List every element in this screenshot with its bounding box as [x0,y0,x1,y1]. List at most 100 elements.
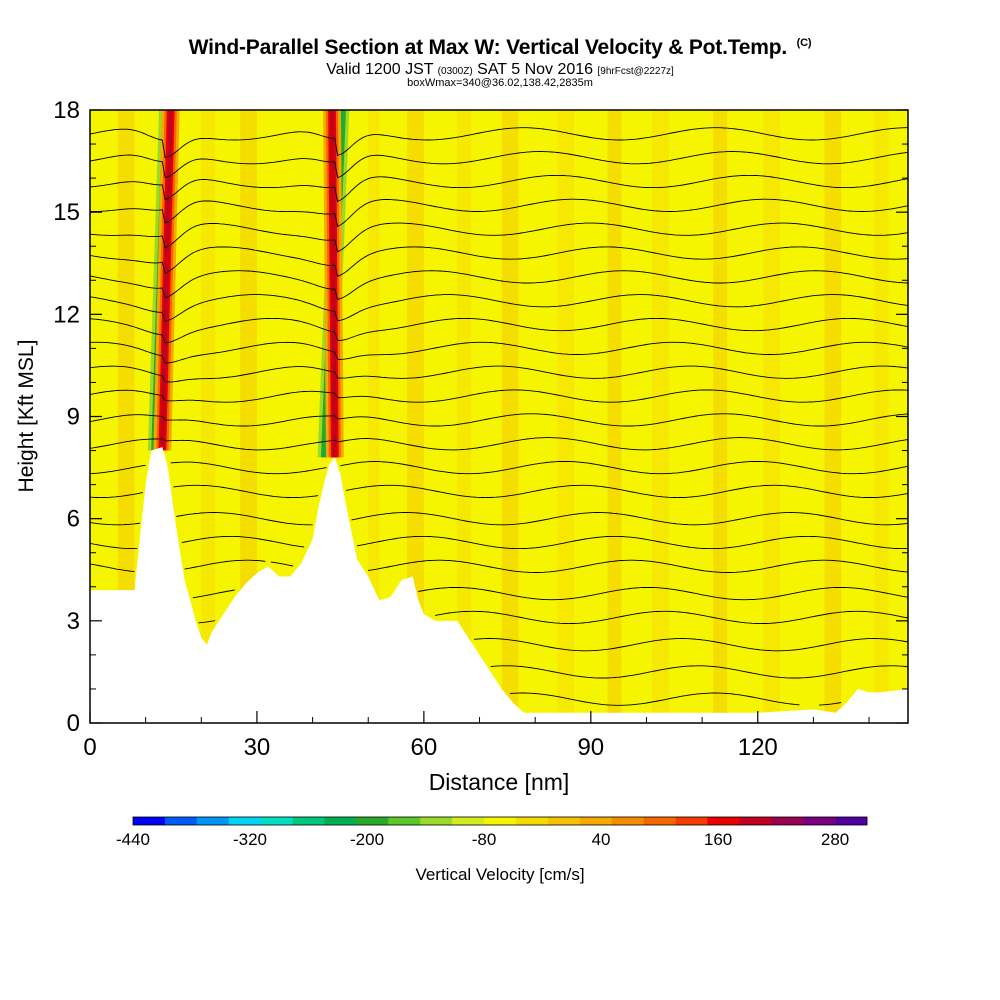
colorbar-swatch [803,817,836,825]
weak-updraft-stripe [713,110,728,723]
colorbar-swatch [611,817,644,825]
copyright-mark: (C) [796,37,812,49]
weak-updraft-stripe [557,110,575,723]
isentrope-contour [90,512,908,526]
colorbar-swatch [420,817,453,825]
colorbar-swatch [388,817,421,825]
y-tick-label: 15 [53,199,80,226]
forecast-info: [9hrFcst@2227z] [597,66,674,77]
x-tick-label: 90 [577,734,604,761]
colorbar-swatch [196,817,230,825]
isentrope-contour [90,127,908,159]
colorbar-tick-label: -440 [116,830,150,849]
colorbar-swatch [164,817,198,825]
weak-updraft-stripe [501,110,519,723]
weak-updraft-stripe [652,110,669,723]
x-tick-label: 30 [244,734,271,761]
colorbar-frame [132,816,868,826]
x-tick-label: 0 [83,734,96,761]
colorbar-tick-label: -320 [233,830,267,849]
y-tick-label: 6 [67,506,80,533]
weak-updraft-stripe [368,110,380,723]
isentrope-contour [90,437,908,451]
valid-utc: (0300Z) [437,66,473,77]
y-tick-label: 9 [67,404,80,431]
colorbar-tick-label: 280 [821,830,849,849]
valid-time-line: Valid 1200 JST (0300Z) SAT 5 Nov 2016 [9… [0,61,1000,79]
isentrope-contour [90,151,908,179]
y-tick-label: 0 [67,710,80,737]
isentrope-contour [90,198,908,228]
isentrope-contour [192,587,908,601]
isentrope-contour [90,174,908,203]
weak-updraft-stripe [457,110,472,723]
isentrope-contour [198,610,908,625]
colorbar-swatch [675,817,708,825]
colorbar-tick-label: -80 [472,830,497,849]
updraft-band [160,110,173,451]
colorbar-swatch [324,817,357,825]
colorbar-swatch [739,817,772,825]
isentrope-contour [90,484,908,499]
x-tick-label: 120 [738,734,778,761]
colorbar-swatch [228,817,261,825]
x-axis-label: Distance [nm] [429,769,570,795]
y-tick-label: 12 [53,301,80,328]
colorbar-swatch [356,817,389,825]
colorbar-swatch [707,817,740,825]
isentrope-contour [90,389,908,403]
colorbar-swatch [579,817,612,825]
colorbar-swatch [260,817,293,825]
chart-title: Wind-Parallel Section at Max W: Vertical… [0,36,1000,60]
y-tick-label: 3 [67,608,80,635]
colorbar-swatch [452,817,485,825]
isentrope-contour [90,365,908,383]
isentrope-contour [90,461,908,475]
isentrope-contour [473,638,908,652]
valid-prefix: Valid 1200 JST [326,61,434,78]
y-axis-label: Height [Kft MSL] [15,340,38,493]
isentrope-contour [90,413,908,427]
colorbar-swatch [771,817,804,825]
colorbar-swatch [133,817,166,825]
title-text: Wind-Parallel Section at Max W: Vertical… [188,36,788,59]
colorbar-swatch [515,817,549,825]
colorbar: -440 -320 -200 -80 40 160 280 [116,816,868,849]
colorbar-swatch [643,817,676,825]
colorbar-tick-label: 160 [704,830,732,849]
weak-updraft-stripe [874,110,889,723]
weak-updraft-stripe [824,110,842,723]
plot-area [90,110,908,723]
y-tick-label: 18 [53,97,80,124]
colorbar-label: Vertical Velocity [cm/s] [415,865,584,884]
isentrope-contour [490,665,908,679]
isentrope-contour [90,535,908,550]
weak-updraft-stripe [240,110,257,723]
isentrope-contour [510,692,842,706]
weak-updraft-stripe [607,110,622,723]
x-tick-label: 60 [411,734,438,761]
updraft-band [330,110,337,458]
weak-updraft-stripe [763,110,781,723]
terrain-mask [90,447,908,723]
isentrope-contour [90,222,908,253]
isentrope-contour [90,341,908,364]
isentrope-contour [90,317,908,344]
colorbar-tick-label: 40 [592,830,611,849]
isentrope-contour [90,246,908,277]
valid-date: SAT 5 Nov 2016 [477,61,594,78]
weak-updraft-stripe [201,110,216,723]
isentrope-contour [90,294,908,322]
box-info: boxWmax=340@36.02,138.42,2835m [407,77,593,89]
isentrope-contour [90,270,908,300]
colorbar-swatch [835,817,868,825]
colorbar-swatch [484,817,517,825]
colorbar-swatch [292,817,325,825]
weak-updraft-stripe [407,110,424,723]
axes: 0 30 60 90 120 0 3 6 9 12 15 18 [53,97,908,761]
colorbar-tick-label: -200 [350,830,384,849]
isentrope-contour [90,559,908,573]
colorbar-swatch [547,817,581,825]
